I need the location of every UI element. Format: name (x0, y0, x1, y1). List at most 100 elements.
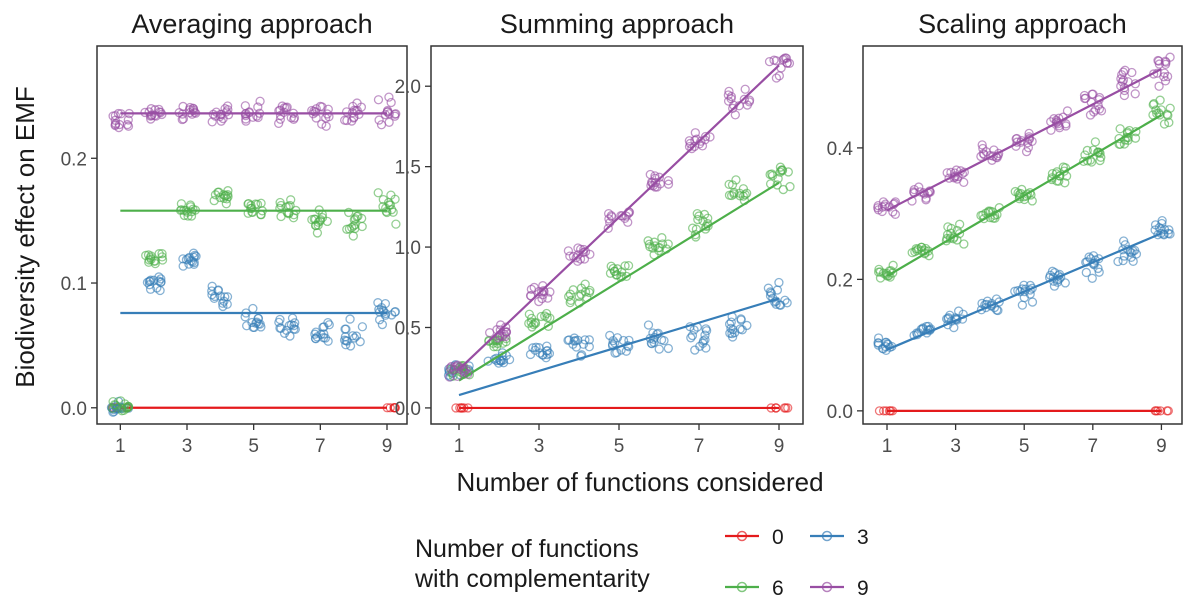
legend-key-point (736, 581, 748, 593)
data-point (349, 221, 359, 231)
data-point (351, 331, 362, 341)
data-point (604, 214, 614, 224)
data-point (740, 84, 750, 94)
data-point (780, 295, 790, 305)
legend-key-point (736, 530, 748, 542)
data-point (916, 242, 927, 252)
data-point (727, 332, 738, 342)
data-point (874, 406, 885, 416)
data-point (323, 336, 333, 346)
data-point (1119, 251, 1130, 261)
y-tick-label: 0.1 (61, 274, 87, 295)
data-point (312, 228, 323, 238)
data-point (380, 298, 391, 309)
data-point (1081, 267, 1091, 278)
data-point (374, 115, 384, 125)
data-point (1149, 99, 1159, 109)
data-point (778, 184, 788, 195)
data-point (357, 322, 368, 332)
data-point (949, 322, 959, 333)
data-point (319, 322, 329, 332)
data-point (878, 268, 889, 278)
data-point (500, 331, 510, 342)
data-point (213, 285, 223, 295)
data-point (154, 249, 164, 259)
data-point (579, 244, 589, 255)
data-point (663, 179, 674, 189)
panel-title: Scaling approach (918, 9, 1127, 39)
data-point (740, 189, 750, 200)
series-0 (451, 403, 793, 413)
data-point (525, 290, 536, 301)
data-point (497, 348, 508, 358)
fit-line (886, 68, 1162, 212)
data-point (1010, 186, 1020, 197)
data-point (144, 276, 154, 286)
series-9 (873, 52, 1175, 219)
data-point (584, 335, 594, 345)
data-point (492, 342, 502, 352)
x-tick-label: 5 (1019, 436, 1030, 457)
data-point (1096, 106, 1107, 116)
fit-line (458, 297, 780, 397)
data-point (388, 207, 398, 217)
data-point (652, 182, 662, 192)
data-point (875, 273, 886, 283)
data-point (489, 354, 500, 364)
data-point (1160, 59, 1171, 70)
x-tick-label: 3 (534, 436, 545, 457)
panel-2: Summing approach 0.0 0.5 1.0 1.5 2.0 1 3 5 7 9 (395, 9, 804, 457)
data-point (744, 97, 754, 107)
data-point (686, 333, 696, 343)
data-point (390, 307, 400, 317)
data-point (383, 197, 394, 208)
panel-3: Scaling approach 0.0 0.2 0.4 1 3 5 7 9 (827, 9, 1183, 457)
data-point (698, 338, 708, 348)
data-point (1017, 300, 1028, 310)
data-point (777, 165, 787, 175)
data-point (275, 314, 285, 325)
data-point (123, 121, 134, 131)
data-point (874, 267, 884, 277)
data-point (207, 286, 217, 296)
panel-frame (96, 45, 408, 425)
x-tick-label: 7 (1088, 436, 1099, 457)
data-point (355, 337, 365, 347)
data-point (1130, 89, 1140, 99)
fit-line (458, 64, 780, 371)
data-point (543, 321, 553, 331)
data-point (767, 169, 777, 179)
data-point (252, 111, 262, 121)
legend-entry-9: 9 (810, 577, 869, 600)
data-point (211, 107, 221, 117)
data-point (705, 132, 715, 142)
data-point (219, 296, 229, 306)
legend-key-point (821, 581, 833, 593)
data-point (341, 107, 352, 117)
data-point (534, 296, 544, 307)
series-3 (106, 248, 400, 417)
data-point (391, 219, 401, 229)
data-point (779, 403, 790, 413)
data-point (700, 131, 711, 142)
data-point (690, 345, 700, 355)
data-point (1086, 157, 1097, 167)
data-point (340, 115, 350, 125)
series-9 (444, 53, 795, 382)
data-point (1153, 55, 1163, 66)
legend-label: 0 (772, 526, 784, 549)
data-point (946, 223, 956, 234)
data-point (1090, 137, 1101, 147)
data-point (1159, 68, 1170, 78)
data-point (564, 291, 574, 302)
data-point (1157, 216, 1167, 226)
data-point (540, 311, 550, 321)
data-point (384, 92, 394, 102)
data-point (914, 182, 924, 192)
data-point (1119, 90, 1130, 101)
data-point (349, 215, 359, 225)
data-point (764, 56, 775, 67)
y-tick-label: 0.0 (395, 399, 421, 420)
data-point (248, 303, 258, 314)
